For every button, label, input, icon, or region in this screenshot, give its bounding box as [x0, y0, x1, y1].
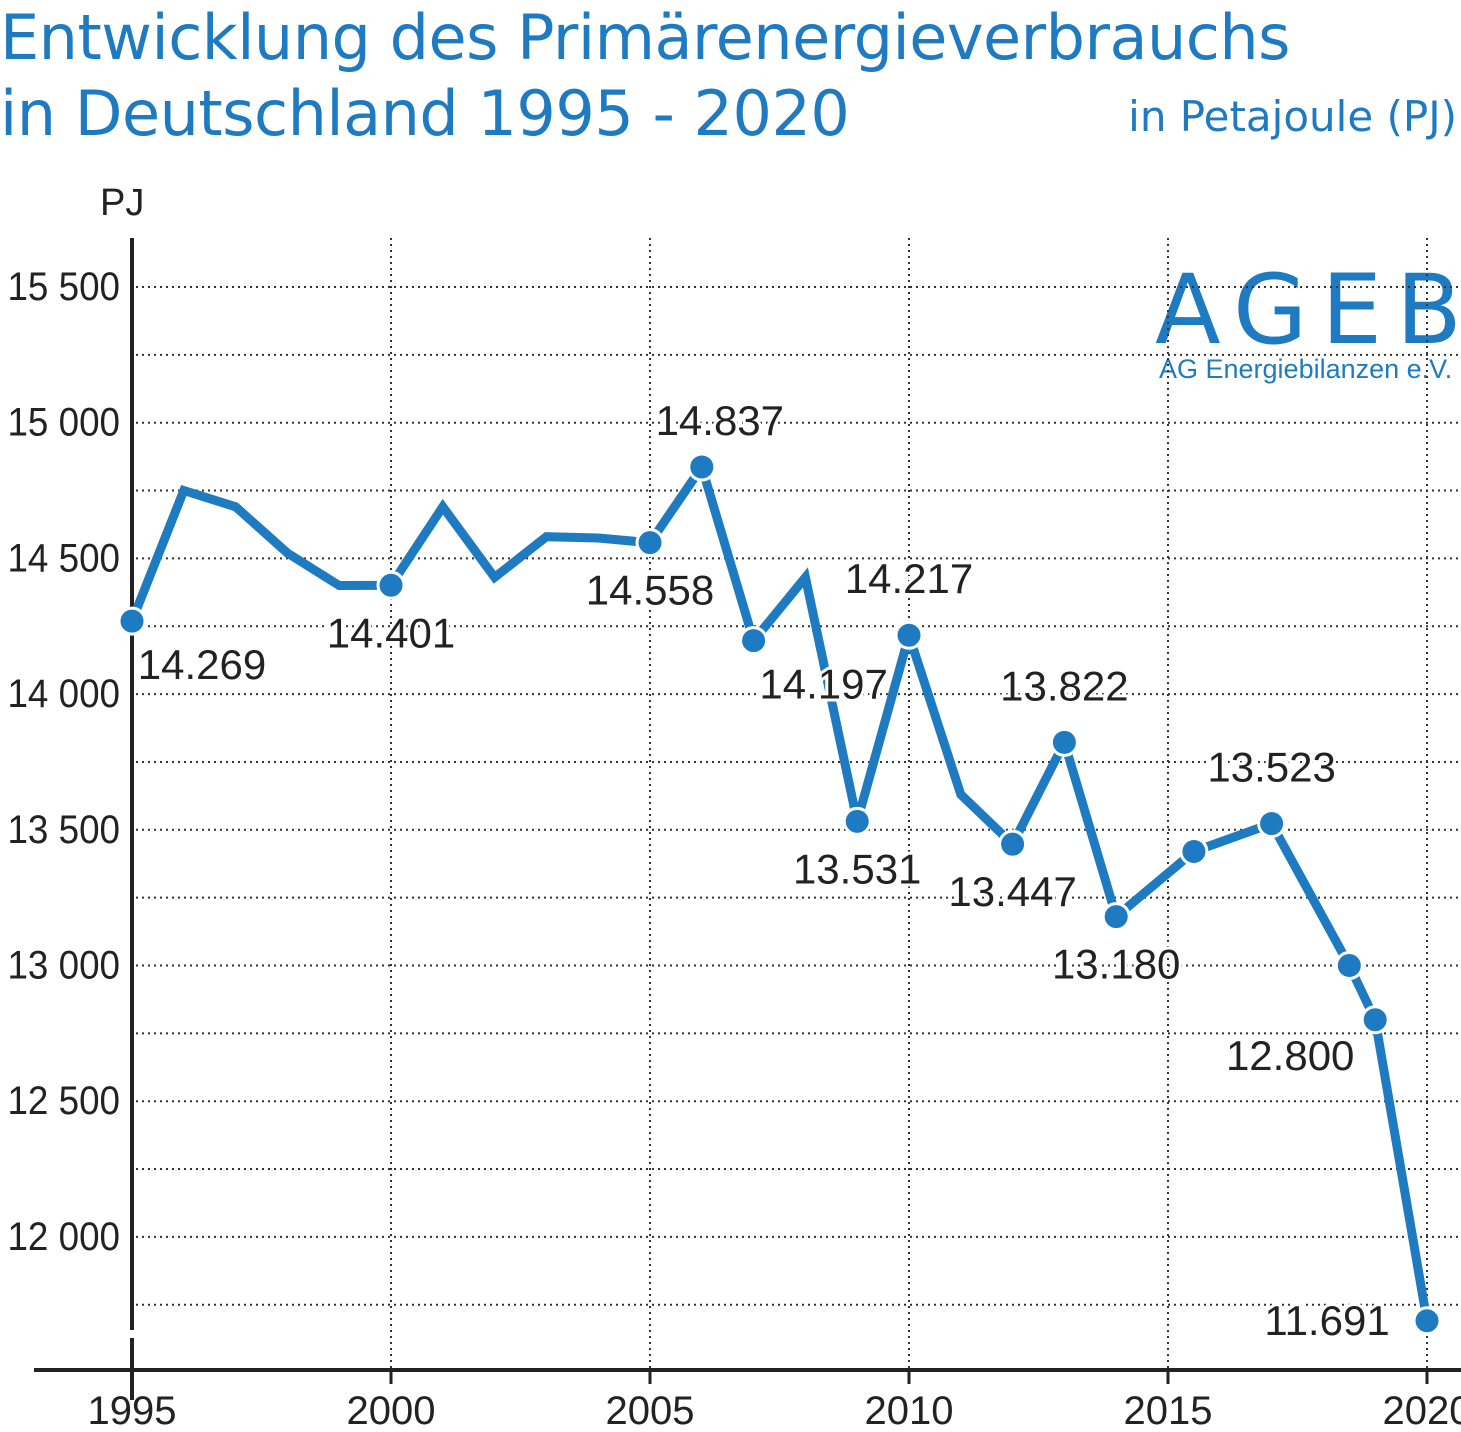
data-label: 14.837	[656, 397, 784, 444]
chart-title: Entwicklung des Primärenergieverbrauchs …	[0, 0, 1290, 152]
data-markers	[117, 452, 1442, 1336]
data-label: 13.822	[1000, 662, 1128, 709]
x-tick-label: 2015	[1124, 1389, 1213, 1432]
data-point-marker	[1257, 809, 1287, 839]
data-point-marker	[842, 806, 872, 836]
data-label: 13.523	[1207, 744, 1335, 791]
data-point-marker	[1360, 1005, 1390, 1035]
logo-wordmark: AGEB	[1155, 254, 1461, 366]
y-tick-label: 14 500	[7, 536, 120, 581]
data-point-marker	[1049, 727, 1079, 757]
logo-subtitle: AG Energiebilanzen e.V.	[1159, 354, 1453, 384]
data-point-marker	[635, 528, 665, 558]
data-point-marker	[739, 626, 769, 656]
data-labels: 14.269 14.401 14.558 14.837 14.197 13.531 14.2…	[135, 394, 1393, 1347]
y-axis-title: PJ	[100, 182, 144, 224]
grid-lines	[136, 238, 1461, 1370]
x-tick-label: 2010	[865, 1389, 954, 1432]
x-tick-label: 2005	[606, 1389, 695, 1432]
data-label: 14.558	[586, 567, 714, 614]
y-tick-label: 15 500	[7, 265, 120, 310]
data-label: 14.401	[327, 609, 455, 656]
chart-title-line1: Entwicklung des Primärenergieverbrauchs	[0, 1, 1290, 74]
y-tick-label: 13 000	[7, 943, 120, 988]
series-line	[127, 456, 1432, 1326]
data-point-marker	[117, 606, 147, 636]
unit-label: in Petajoule (PJ)	[1128, 92, 1457, 141]
x-tick-label: 2020	[1383, 1389, 1461, 1432]
data-label: 13.531	[793, 845, 921, 892]
y-tick-label: 14 000	[7, 672, 120, 717]
data-point-marker	[1179, 837, 1209, 867]
data-label: 14.217	[845, 555, 973, 602]
ageb-logo: AGEB AG Energiebilanzen e.V.	[1155, 262, 1461, 385]
y-tick-label: 15 000	[7, 400, 120, 445]
data-point-marker	[376, 570, 406, 600]
x-tick-label: 2000	[347, 1389, 436, 1432]
data-label: 13.447	[948, 868, 1076, 915]
data-label: 14.197	[759, 661, 887, 708]
y-tick-label: 12 000	[7, 1215, 120, 1260]
y-tick-label: 12 500	[7, 1079, 120, 1124]
data-point-marker	[1412, 1306, 1442, 1336]
data-label: 13.180	[1052, 941, 1180, 988]
data-label: 14.269	[138, 641, 266, 688]
data-point-marker	[687, 452, 717, 482]
data-point-marker	[1101, 902, 1131, 932]
data-point-marker	[1334, 951, 1364, 980]
series-path	[127, 456, 1432, 1326]
data-point-marker	[998, 829, 1028, 859]
data-label: 11.691	[1264, 1297, 1389, 1344]
y-tick-label: 13 500	[7, 807, 120, 852]
tick-labels: PJ 12 000 12 500 13 000 13 500 14 000 14 500 15…	[7, 182, 1461, 1432]
chart-title-line2: in Deutschland 1995 - 2020	[0, 77, 850, 150]
data-label: 12.800	[1226, 1032, 1354, 1079]
x-tick-label: 1995	[88, 1389, 177, 1432]
data-point-marker	[894, 620, 924, 650]
axes	[34, 238, 1461, 1400]
